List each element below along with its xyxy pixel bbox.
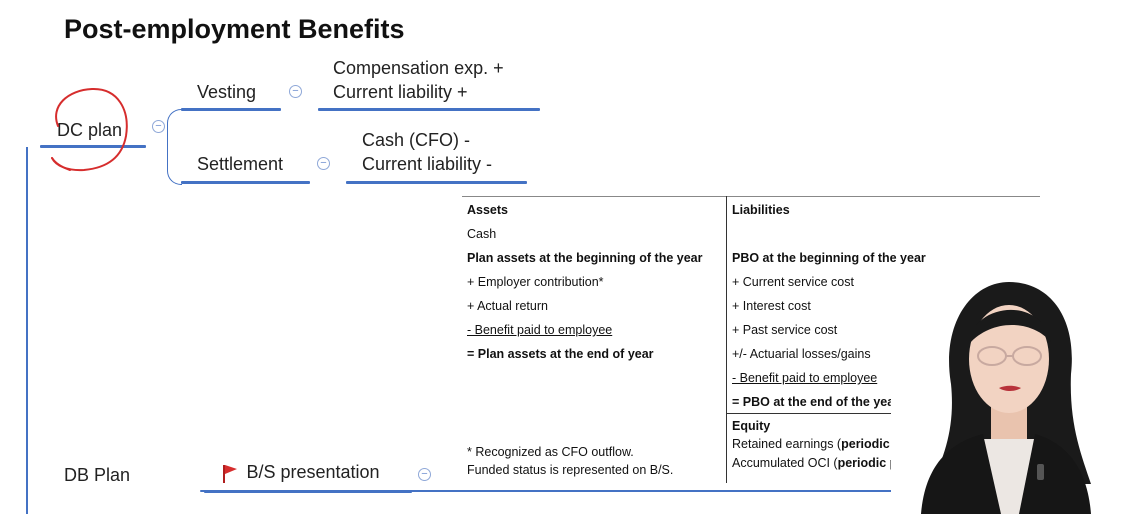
dc-plan-collapse-icon[interactable]: −: [152, 120, 165, 133]
db-branch-line: [200, 490, 900, 492]
equity-header: Equity: [732, 419, 771, 433]
presenter-figure: [891, 264, 1121, 514]
vesting-label: Vesting: [197, 82, 257, 102]
bs-presentation-underline: [204, 490, 412, 493]
vesting-line-2: Current liability +: [333, 82, 468, 102]
settlement-detail-underline: [346, 181, 527, 184]
dc-branch-connector: [167, 109, 182, 185]
vesting-detail-underline: [318, 108, 540, 111]
vesting-collapse-icon[interactable]: −: [289, 85, 302, 98]
assets-row: - Benefit paid to employee: [467, 323, 613, 337]
table-column-divider: [726, 196, 727, 483]
assets-row: + Employer contribution*: [467, 275, 604, 289]
assets-row: Plan assets at the beginning of the year: [467, 251, 703, 265]
equity-oci-prefix: Accumulated OCI (: [732, 456, 838, 470]
assets-row: = Plan assets at the end of year: [467, 347, 654, 361]
liabilities-row: = PBO at the end of the year: [732, 395, 900, 409]
red-flag-icon: [223, 464, 237, 483]
presenter-video: [891, 264, 1121, 514]
equity-accumulated-oci: Accumulated OCI (periodic p: [732, 456, 897, 470]
settlement-line-1: Cash (CFO) -: [362, 130, 470, 150]
equity-retained-prefix: Retained earnings (: [732, 437, 842, 451]
liabilities-row: - Benefit paid to employee: [732, 371, 878, 385]
liabilities-row: + Interest cost: [732, 299, 811, 313]
liabilities-row: PBO at the beginning of the year: [732, 251, 926, 265]
vesting-node[interactable]: Vesting: [197, 82, 256, 103]
pbo-total-rule: [726, 413, 926, 414]
assets-header: Assets: [467, 203, 508, 217]
bs-presentation-collapse-icon[interactable]: −: [418, 468, 431, 481]
trunk-line: [26, 147, 28, 514]
settlement-collapse-icon[interactable]: −: [317, 157, 330, 170]
dc-plan-node[interactable]: DC plan: [57, 120, 122, 141]
liabilities-header: Liabilities: [732, 203, 790, 217]
settlement-underline: [181, 181, 310, 184]
bs-presentation-node[interactable]: B/S presentation: [222, 462, 380, 488]
settlement-line-2: Current liability -: [362, 154, 493, 174]
dc-plan-label: DC plan: [57, 120, 123, 140]
liabilities-row: + Current service cost: [732, 275, 854, 289]
equity-retained-earnings: Retained earnings (periodic p: [732, 437, 901, 451]
db-plan-node[interactable]: DB Plan: [64, 465, 130, 486]
bs-presentation-label: B/S presentation: [246, 462, 380, 482]
vesting-underline: [181, 108, 281, 111]
db-plan-label: DB Plan: [64, 465, 131, 485]
table-top-border: [462, 196, 1040, 197]
equity-oci-bold: periodic p: [837, 456, 898, 470]
table-note: * Recognized as CFO outflow.: [467, 445, 634, 459]
liabilities-row: + Past service cost: [732, 323, 838, 337]
liabilities-row: +/- Actuarial losses/gains: [732, 347, 871, 361]
equity-retained-bold: periodic p: [841, 437, 901, 451]
page-title: Post-employment Benefits: [64, 14, 405, 44]
table-note: Funded status is represented on B/S.: [467, 463, 674, 477]
red-circle-annotation: [51, 87, 128, 172]
dc-plan-underline: [40, 145, 146, 148]
vesting-line-1: Compensation exp. +: [333, 58, 504, 78]
assets-row: + Actual return: [467, 299, 548, 313]
settlement-node[interactable]: Settlement: [197, 154, 283, 175]
settlement-label: Settlement: [197, 154, 284, 174]
assets-row: Cash: [467, 227, 497, 241]
